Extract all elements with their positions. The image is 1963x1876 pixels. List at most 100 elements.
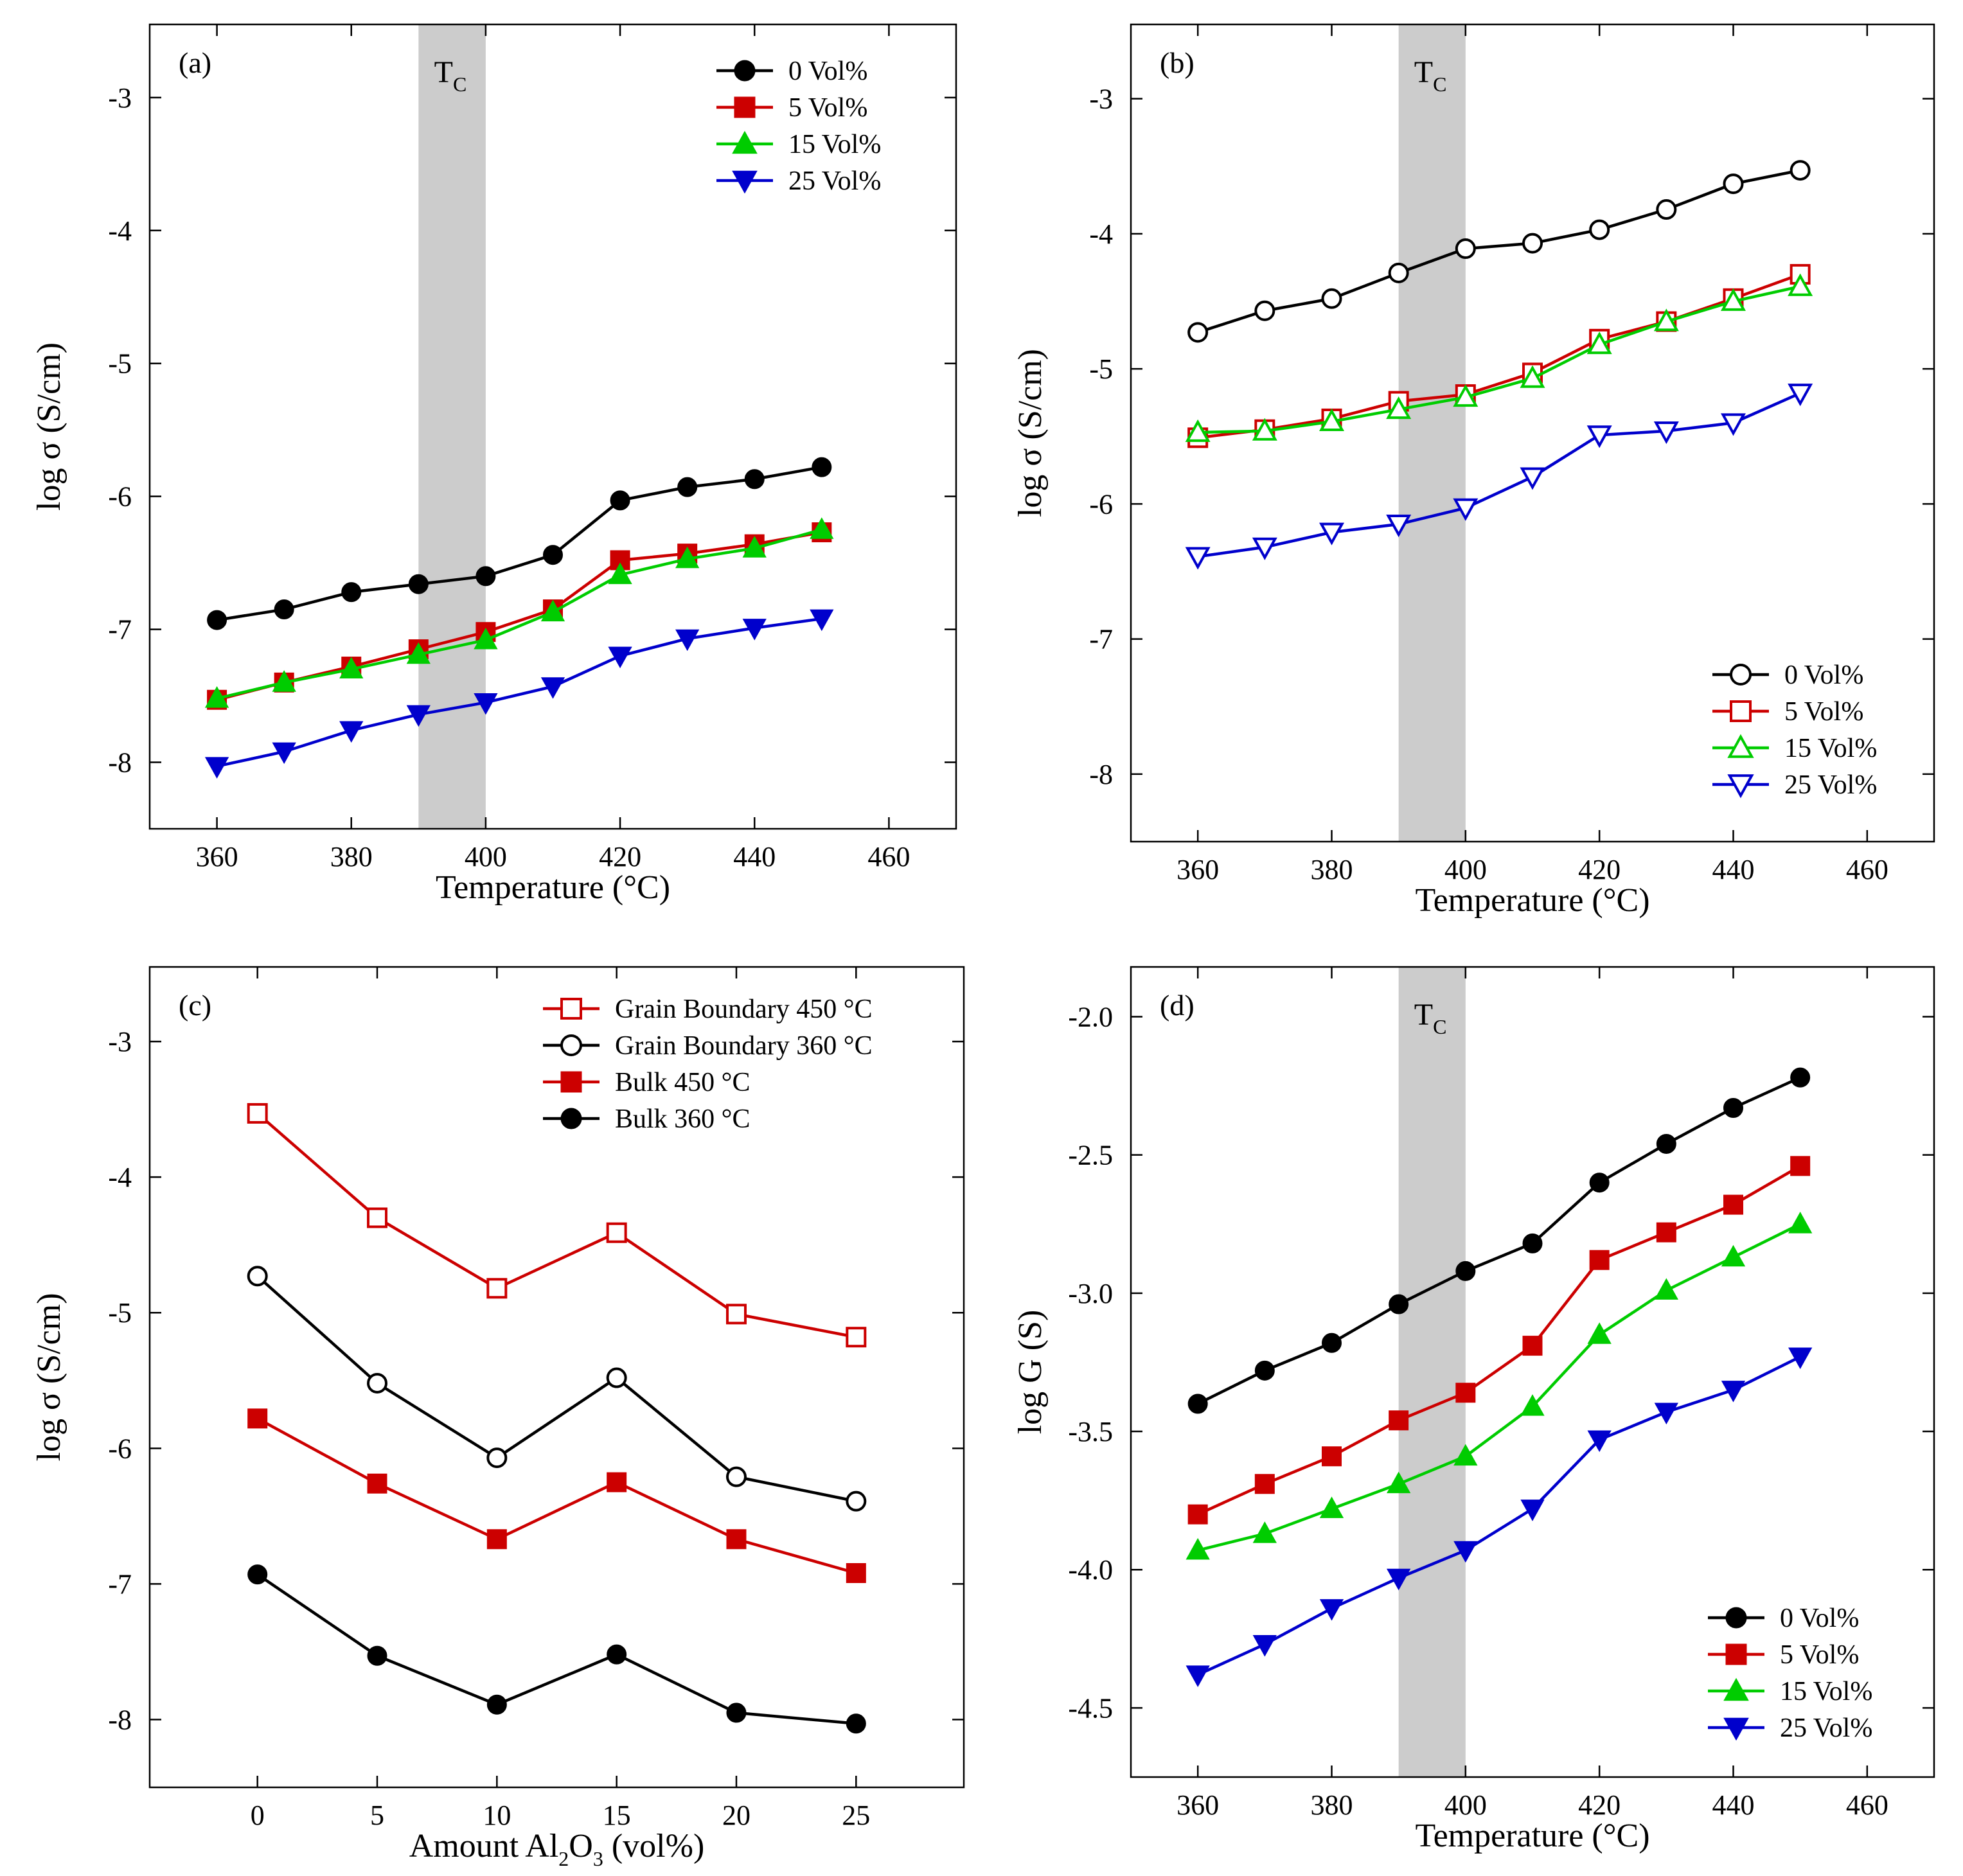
data-point: [474, 627, 498, 650]
data-point: [486, 1278, 508, 1299]
tc-subscript: C: [1433, 73, 1446, 96]
data-point: [1522, 1336, 1543, 1356]
panel-label: (b): [1160, 46, 1195, 79]
legend-marker: [560, 1034, 582, 1056]
data-point: [408, 574, 429, 594]
data-point: [339, 657, 364, 679]
data-point: [1187, 1394, 1208, 1414]
data-point: [274, 599, 294, 620]
data-point: [1187, 322, 1209, 343]
panel-label: (a): [179, 46, 211, 79]
y-tick-label: -3: [108, 82, 132, 114]
data-point: [1788, 1212, 1813, 1234]
legend-marker: [734, 60, 756, 82]
data-point: [1319, 408, 1344, 432]
x-axis-label-part: (vol%): [603, 1828, 704, 1864]
legend-entry: Grain Boundary 450 °C: [615, 995, 873, 1024]
y-tick-label: -4.0: [1068, 1554, 1113, 1586]
y-tick-label: -5: [108, 1297, 132, 1329]
data-point: [1321, 288, 1342, 309]
x-tick-label: 440: [1712, 1789, 1755, 1821]
data-point: [675, 629, 700, 651]
data-point: [406, 642, 431, 664]
y-tick-label: -4: [1089, 218, 1113, 250]
y-tick-label: -6: [1089, 488, 1113, 520]
data-point: [1522, 1233, 1543, 1253]
series-bulk-450-c: [247, 1408, 866, 1584]
data-point: [272, 742, 296, 765]
x-tick-label: 15: [603, 1800, 631, 1831]
chart-panel-d: TC 360 380 400 420 440 460 -4.5 -4.0 -3.5 -3.0 -2.5…: [1012, 966, 1935, 1854]
data-point: [846, 1713, 866, 1734]
x-tick-label: 10: [483, 1800, 511, 1831]
data-point: [846, 1563, 866, 1584]
data-point: [607, 1472, 627, 1492]
y-tick-label: -4: [108, 215, 132, 247]
data-point: [204, 757, 229, 779]
tc-main: T: [434, 55, 453, 89]
series-line: [217, 531, 822, 702]
legend-entry: Bulk 360 °C: [615, 1104, 751, 1134]
data-point: [486, 1529, 507, 1550]
chart-panel-c: 0 5 10 15 20 25 -8 -7 -6 -5 -4 -3 Amount Al2O3 (vol%…: [31, 966, 965, 1870]
data-point: [1790, 1067, 1811, 1088]
data-point: [1453, 1541, 1478, 1563]
data-point: [606, 1367, 627, 1388]
y-tick-label: -3.5: [1068, 1416, 1113, 1447]
data-point: [540, 677, 565, 699]
legend-entry: Grain Boundary 360 °C: [615, 1031, 873, 1061]
data-point: [1589, 1172, 1610, 1193]
data-point: [475, 566, 496, 587]
data-point: [1389, 1410, 1409, 1431]
legend-entry: 5 Vol%: [788, 93, 867, 123]
y-tick-label: -3: [108, 1026, 132, 1057]
x-tick-label: 400: [465, 841, 507, 872]
y-tick-label: -3.0: [1068, 1278, 1113, 1309]
y-tick-label: -7: [108, 614, 132, 646]
series-5-vol-: [1187, 263, 1811, 448]
data-point: [1653, 421, 1679, 445]
series-0-vol-: [1187, 160, 1811, 343]
data-point: [1387, 1568, 1411, 1591]
data-point: [606, 1222, 627, 1243]
data-point: [486, 1694, 507, 1715]
x-tick-label: 460: [1846, 854, 1888, 885]
series-0-vol-: [1187, 1067, 1811, 1414]
x-tick-label: 420: [1578, 1789, 1621, 1821]
data-point: [1790, 160, 1811, 181]
data-point: [1653, 308, 1679, 332]
x-tick-label: 400: [1444, 1789, 1487, 1821]
data-point: [1656, 199, 1677, 220]
data-point: [742, 619, 767, 641]
data-point: [1453, 1444, 1478, 1466]
legend-marker: [1725, 1607, 1747, 1629]
x-axis-label: Temperature (°C): [1415, 882, 1649, 919]
series-25-vol-: [1185, 384, 1813, 570]
legend-marker: [1723, 1677, 1749, 1701]
data-point: [1721, 413, 1746, 436]
plot-frame: [148, 966, 965, 1789]
series-line: [1197, 1223, 1801, 1552]
legend-entry: 0 Vol%: [1784, 660, 1863, 690]
x-axis-label-part: 2: [558, 1847, 569, 1870]
y-tick-label: -2.0: [1068, 1001, 1113, 1032]
series-line: [217, 465, 822, 622]
chart-panel-a: TC 360 380 400 420 440 460 -8 -7 -6 -5 -4 -3 Temperat…: [31, 23, 957, 906]
y-axis-label: log G (S): [1012, 1310, 1049, 1435]
data-point: [1520, 1394, 1545, 1416]
tc-label: TC: [1414, 998, 1447, 1038]
series-line: [1197, 1076, 1801, 1406]
data-point: [1723, 1097, 1743, 1118]
data-point: [1252, 418, 1277, 441]
data-point: [1723, 1194, 1743, 1215]
x-tick-label: 0: [251, 1800, 265, 1831]
series-15-vol-: [1186, 1212, 1813, 1560]
x-tick-label: 460: [867, 841, 910, 872]
series-15-vol-: [1185, 273, 1813, 442]
data-point: [1522, 233, 1543, 254]
data-point: [1788, 273, 1813, 296]
data-point: [846, 1491, 867, 1512]
legend-marker: [560, 1108, 582, 1129]
x-tick-label: 20: [722, 1800, 751, 1831]
data-point: [1319, 1599, 1344, 1621]
